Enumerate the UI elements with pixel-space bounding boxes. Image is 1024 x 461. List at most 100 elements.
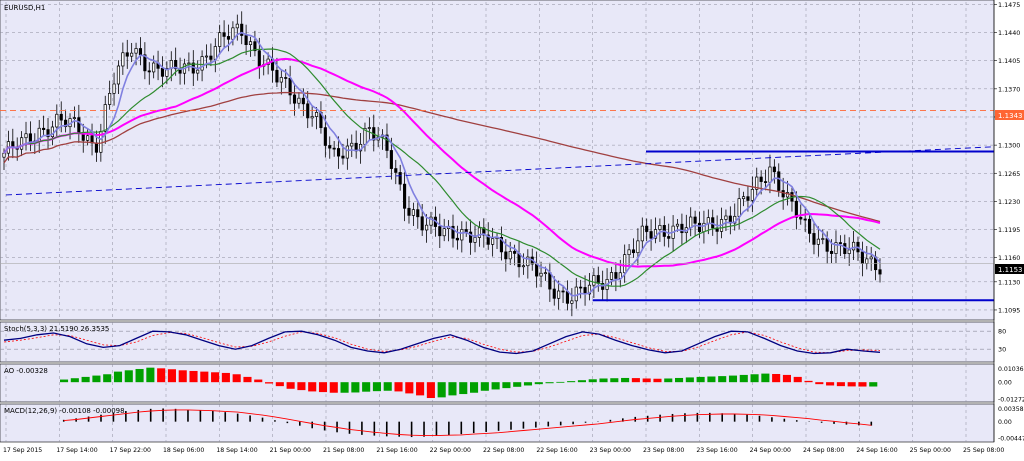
ao-bar: [265, 382, 274, 384]
ao-bar: [167, 369, 176, 383]
candle-body: [116, 65, 121, 85]
candle-body: [226, 36, 231, 40]
ao-bar: [513, 382, 522, 387]
ao-bar: [567, 381, 576, 383]
ao-bar: [577, 380, 586, 383]
macd-label: MACD(12,26,9) -0.00108 -0.00098: [4, 407, 125, 415]
ao-bar: [329, 382, 338, 393]
candle-body: [336, 148, 341, 157]
candle-body: [583, 287, 587, 295]
candle-body: [469, 231, 473, 243]
main-panel: [0, 0, 995, 321]
macd-series: [62, 408, 873, 438]
candle-body: [257, 50, 261, 67]
grid: [0, 2, 994, 442]
candle-body: [130, 52, 134, 57]
ao-bar: [308, 382, 317, 392]
candle-body: [803, 218, 807, 221]
candle-body: [640, 225, 644, 242]
candle-body: [240, 23, 244, 36]
candle-body: [847, 249, 851, 254]
candle-body: [138, 48, 143, 56]
candle-body: [86, 135, 90, 141]
candle-body: [543, 272, 548, 275]
candle-body: [398, 172, 402, 185]
candle-body: [680, 223, 684, 234]
candle-body: [59, 113, 63, 121]
candle-body: [852, 241, 856, 251]
candle-body: [46, 129, 50, 138]
ao-bar: [459, 382, 468, 395]
candle-body: [587, 284, 592, 295]
candle-body: [438, 226, 442, 237]
candle-body: [248, 41, 253, 46]
candle-body: [830, 250, 834, 254]
ao-tick-label: 0.01036: [998, 366, 1024, 373]
candle-body: [609, 272, 614, 280]
candle-body: [693, 216, 697, 224]
ao-bar: [351, 382, 360, 393]
candle-body: [147, 70, 151, 73]
ao-bar: [836, 382, 845, 387]
ao-bar: [113, 371, 123, 383]
ao-bar: [631, 378, 640, 383]
ao-bar: [286, 382, 295, 389]
candle-body: [878, 269, 882, 275]
y-tick-label: 1.1195: [998, 226, 1020, 234]
candle-body: [64, 119, 68, 128]
macd-tick-label: 0.00358: [998, 406, 1024, 413]
candle-body: [341, 155, 345, 159]
ao-bar: [772, 373, 781, 383]
candle-body: [535, 263, 539, 277]
candle-body: [301, 97, 305, 105]
x-tick-label: 24 Sep 08:00: [803, 447, 844, 454]
candle-body: [521, 265, 525, 268]
candle-body: [737, 198, 741, 217]
ao-bar: [675, 377, 684, 383]
x-tick-label: 17 Sep 2015: [3, 447, 42, 454]
candle-body: [213, 46, 217, 60]
candle-body: [42, 127, 46, 130]
candle-body: [473, 237, 477, 243]
ao-bar: [405, 382, 414, 394]
stoch-panel: [0, 321, 995, 363]
ao-bar: [340, 382, 349, 393]
candle-body: [350, 142, 354, 147]
candle-body: [843, 243, 847, 254]
symbol-title: EURUSD,H1: [4, 4, 45, 12]
candle-body: [794, 200, 798, 218]
x-tick-label: 22 Sep 00:00: [430, 447, 471, 454]
macd-signal-line: [63, 409, 872, 437]
candle-body: [345, 145, 349, 159]
ao-bar: [502, 382, 511, 389]
candle-body: [574, 286, 578, 302]
candle-body: [477, 227, 481, 238]
ao-bar: [728, 375, 738, 383]
ao-bar: [782, 374, 791, 383]
candle-body: [763, 181, 768, 183]
candle-body: [72, 117, 76, 119]
ao-bar: [653, 378, 662, 383]
candle-body: [187, 62, 191, 65]
candle-body: [614, 272, 618, 279]
candle-body: [781, 190, 785, 198]
ao-tick-label: 0.00: [998, 380, 1012, 387]
ao-bar: [60, 379, 69, 383]
x-tick-label: 18 Sep 14:00: [216, 447, 257, 454]
ao-bar: [178, 370, 187, 383]
ao-bar: [761, 373, 770, 383]
candle-body: [750, 188, 754, 201]
ao-bar: [793, 376, 802, 383]
y-tick-label: 1.1230: [998, 198, 1020, 206]
candle-body: [389, 150, 393, 169]
ao-bar: [275, 382, 284, 387]
ao-bar: [718, 376, 727, 383]
ao-bar: [556, 381, 565, 383]
candle-body: [442, 228, 446, 237]
x-tick-label: 23 Sep 00:00: [590, 447, 631, 454]
candle-body: [741, 196, 746, 200]
candle-body: [539, 272, 543, 277]
ao-bar: [135, 368, 144, 383]
candle-body: [328, 145, 332, 149]
